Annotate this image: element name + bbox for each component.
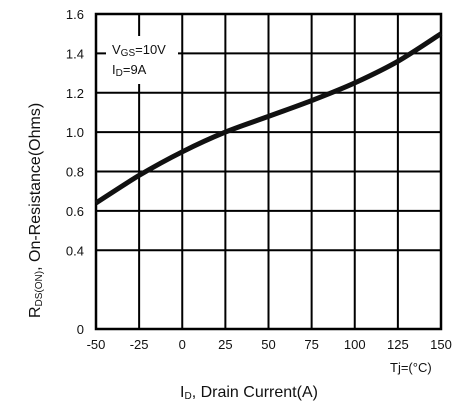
y-tick-label: 1.4 [66,46,84,61]
annotation-box [106,36,178,84]
y-tick-label: 0.8 [66,165,84,180]
y-axis-title: RDS(ON), On-Resistance(Ohms) [27,103,45,318]
annotation-id: ID=9A [112,62,147,79]
x-tick-label: 100 [344,337,366,352]
x-tick-label: 150 [430,337,452,352]
y-tick-label: 0.6 [66,204,84,219]
series-line [94,31,443,206]
x-tick-label: 0 [179,337,186,352]
x-tick-label: -50 [87,337,106,352]
x-axis-title: ID, Drain Current(A) [180,384,318,402]
y-tick-label: 1.0 [66,125,84,140]
y-tick-label: 0.4 [66,243,84,258]
x-tick-label: 75 [304,337,318,352]
y-tick-label: 0 [77,322,84,337]
y-tick-label: 1.2 [66,86,84,101]
x-tick-label: 125 [387,337,409,352]
annotation-vgs: VGS=10V [112,42,166,59]
x-tick-label: 25 [218,337,232,352]
x-tick-labels: -50 -25 0 25 50 75 100 125 150 [87,337,452,352]
x-unit-label: Tj=(°C) [390,360,432,375]
y-tick-label: 1.6 [66,7,84,22]
y-tick-labels: 0 0.4 0.6 0.8 1.0 1.2 1.4 1.6 [66,7,84,337]
x-tick-label: -25 [130,337,149,352]
x-tick-label: 50 [261,337,275,352]
